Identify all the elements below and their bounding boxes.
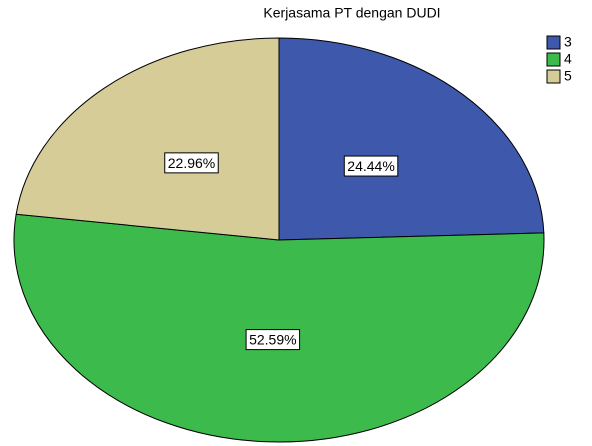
value-label: 52.59% <box>249 332 296 348</box>
legend-swatch <box>546 35 561 50</box>
legend-swatch <box>546 69 561 84</box>
value-label-box <box>164 152 219 174</box>
chart-title: Kerjasama PT dengan DUDI <box>263 5 440 21</box>
pie-slice <box>278 37 545 241</box>
value-label: 24.44% <box>347 158 394 174</box>
value-label-box <box>245 329 301 351</box>
legend-label: 5 <box>564 68 572 84</box>
value-label-box <box>343 155 399 177</box>
pie-slice <box>15 37 280 241</box>
legend-swatch <box>546 52 561 67</box>
value-label: 22.96% <box>168 155 215 171</box>
legend-label: 3 <box>564 34 572 50</box>
pie-slice <box>13 213 545 443</box>
legend-label: 4 <box>564 51 572 67</box>
